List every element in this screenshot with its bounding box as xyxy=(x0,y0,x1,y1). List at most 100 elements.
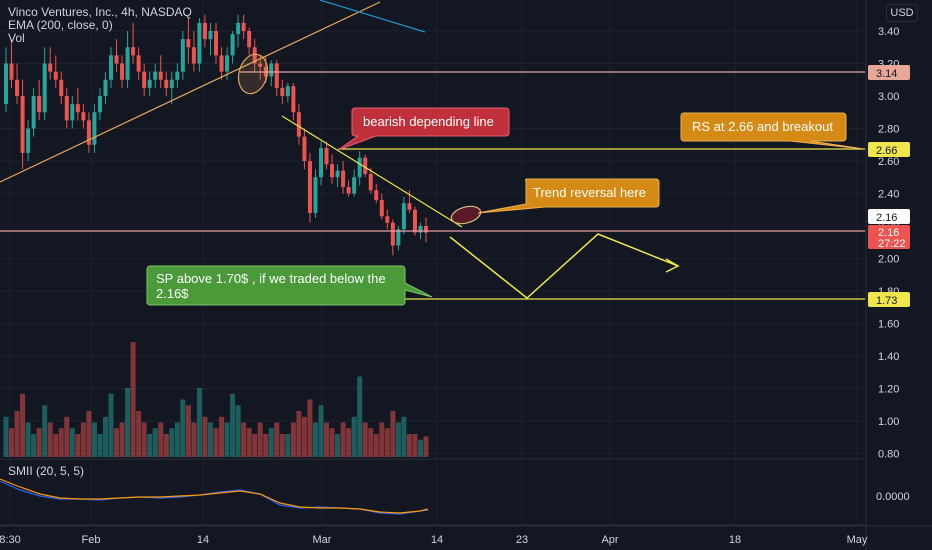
candle-body xyxy=(92,112,97,145)
candle-body xyxy=(296,112,301,137)
candle-body xyxy=(142,71,147,88)
volume-bar xyxy=(246,428,252,457)
drawings[interactable] xyxy=(0,0,865,300)
candle-body xyxy=(169,79,174,88)
volume-bar xyxy=(91,422,97,457)
callouts[interactable]: bearish depending line RS at 2.66 and br… xyxy=(146,107,865,306)
candle-body xyxy=(214,31,218,56)
projection-path[interactable] xyxy=(449,233,679,299)
callout-bearish[interactable]: bearish depending line xyxy=(337,107,510,151)
volume-bar xyxy=(213,428,219,457)
badge-countdown: 27:22 xyxy=(878,238,906,250)
candle-body xyxy=(396,229,401,246)
volume-bar xyxy=(417,439,423,457)
candle-body xyxy=(75,104,80,113)
volume-bar xyxy=(274,422,280,457)
candle-body xyxy=(363,157,368,174)
volume-bar xyxy=(75,434,81,457)
price-tick-label: 3.00 xyxy=(878,91,899,103)
candle-body xyxy=(335,170,340,178)
callout-sp-line2: 2.16$ xyxy=(156,286,189,301)
volume-bar xyxy=(69,428,75,457)
badge-216-white-bg xyxy=(868,209,910,224)
volume-bar xyxy=(147,434,153,457)
candle-body xyxy=(424,226,428,233)
callout-trend[interactable]: Trend reversal here xyxy=(477,178,660,214)
candle-body xyxy=(291,86,296,113)
candle-body xyxy=(401,203,406,230)
volume-bar xyxy=(130,342,136,457)
callout-trend-text: Trend reversal here xyxy=(533,185,646,200)
volume-bar xyxy=(97,434,103,457)
candle-body xyxy=(59,79,64,96)
badge-314: 3.14 xyxy=(876,68,897,80)
candlesticks xyxy=(4,14,428,256)
price-badges: 3.14 2.66 2.16 2.16 27:22 1.73 xyxy=(868,65,910,307)
candle-body xyxy=(4,63,8,105)
currency-button[interactable]: USD xyxy=(886,4,918,22)
descending-trendline[interactable] xyxy=(281,115,463,228)
volume-bar xyxy=(362,422,368,457)
badge-216-white: 2.16 xyxy=(876,212,897,224)
volume-bar xyxy=(180,399,186,457)
volume-bar xyxy=(285,434,291,457)
volume-bar xyxy=(114,428,120,457)
candle-body xyxy=(280,87,285,96)
candle-body xyxy=(147,79,152,88)
volume-bar xyxy=(279,434,285,457)
candle-body xyxy=(247,31,252,48)
candle-body xyxy=(125,47,130,80)
volume-bar xyxy=(136,411,142,457)
price-tick-label: 0.80 xyxy=(878,449,899,461)
vol-label[interactable]: Vol xyxy=(8,31,25,45)
candle-body xyxy=(53,71,58,80)
candle-body xyxy=(180,39,185,72)
volume-bar xyxy=(406,434,412,457)
ema-label[interactable]: EMA (200, close, 0) xyxy=(8,18,113,32)
symbol-title[interactable]: Vinco Ventures, Inc., 4h, NASDAQ xyxy=(8,5,192,19)
price-tick-label: 1.00 xyxy=(878,416,899,428)
callout-bearish-text: bearish depending line xyxy=(363,114,494,129)
volume-bar xyxy=(368,428,374,457)
volume-bar xyxy=(36,428,42,457)
smii-label[interactable]: SMII (20, 5, 5) xyxy=(8,464,85,478)
candle-body xyxy=(136,55,141,72)
candle-body xyxy=(313,177,318,213)
volume-bar xyxy=(169,428,175,457)
candle-body xyxy=(390,222,395,246)
volume-bar xyxy=(335,434,341,457)
badge-314-bg xyxy=(868,65,910,80)
candle-body xyxy=(48,63,53,72)
candle-body xyxy=(412,209,417,233)
volume-bar xyxy=(346,428,352,457)
time-tick-label: Apr xyxy=(601,534,618,546)
candle-body xyxy=(208,31,213,40)
candle-body xyxy=(324,148,329,165)
time-tick-label: 23 xyxy=(516,534,528,546)
candle-body xyxy=(15,79,20,96)
volume-bar xyxy=(3,416,9,457)
candle-body xyxy=(346,187,351,194)
badge-173: 1.73 xyxy=(876,295,897,307)
volume-bar xyxy=(80,422,86,457)
volume-bar xyxy=(296,411,302,457)
circle-marker-top[interactable] xyxy=(234,51,271,97)
candle-body xyxy=(357,157,362,178)
volume-bar xyxy=(351,416,357,457)
callout-sp[interactable]: SP above 1.70$ , if we traded below the … xyxy=(146,265,433,306)
ascending-trendline[interactable] xyxy=(0,1,381,183)
badge-266: 2.66 xyxy=(876,145,897,157)
volume-bar xyxy=(163,434,169,457)
volume-bar xyxy=(235,405,241,457)
volume-bar xyxy=(241,422,247,457)
reversal-ellipse[interactable] xyxy=(449,203,482,226)
candle-body xyxy=(407,203,412,210)
volume-bar xyxy=(47,422,53,457)
candle-body xyxy=(158,71,163,80)
candle-body xyxy=(368,174,373,191)
callout-rs[interactable]: RS at 2.66 and breakout xyxy=(680,112,865,150)
candle-body xyxy=(191,47,196,64)
candle-body xyxy=(330,164,335,178)
